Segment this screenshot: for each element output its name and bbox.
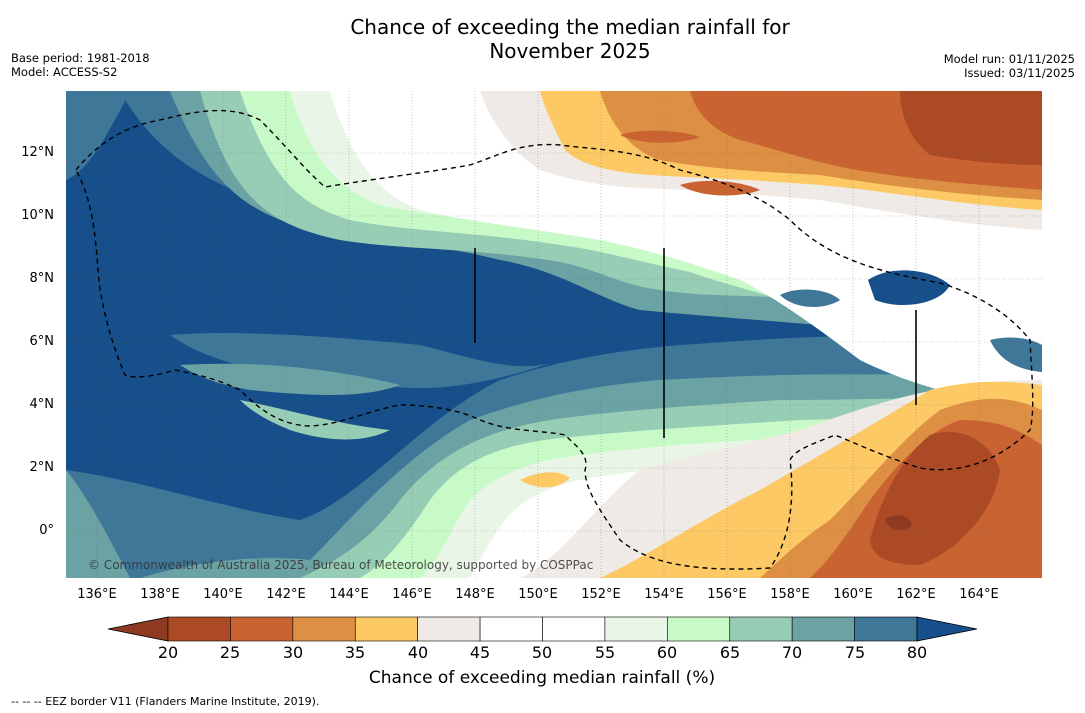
model-name: Model: ACCESS-S2 <box>11 65 118 79</box>
lon-label: 150°E <box>518 587 558 602</box>
lon-label: 154°E <box>644 587 684 602</box>
colorbar-segment <box>354 616 418 642</box>
lon-label: 146°E <box>392 587 432 602</box>
lat-label: 10°N <box>21 208 54 223</box>
colorbar-segment <box>479 616 543 642</box>
lat-label: 6°N <box>29 334 55 349</box>
colorbar-segment <box>854 616 918 642</box>
colorbar-tick-label: 40 <box>407 643 429 662</box>
colorbar-segment <box>417 616 481 642</box>
lon-label: 138°E <box>140 587 180 602</box>
copyright-notice: © Commonwealth of Australia 2025, Bureau… <box>88 558 594 572</box>
colorbar-tick-label: 50 <box>531 643 553 662</box>
map-graticule <box>66 91 1042 578</box>
lon-label: 152°E <box>581 587 621 602</box>
eez-borders <box>75 109 1034 570</box>
lat-label: 2°N <box>29 460 55 475</box>
colorbar-tick-label: 35 <box>344 643 366 662</box>
eez-footnote: -- -- -- EEZ border V11 (Flanders Marine… <box>11 695 320 708</box>
lon-label: 144°E <box>329 587 369 602</box>
lon-label: 164°E <box>959 587 999 602</box>
colorbar-tick-label: 75 <box>844 643 866 662</box>
colorbar-tick-label: 25 <box>219 643 241 662</box>
colorbar-segment <box>542 616 606 642</box>
colorbar-segment <box>292 616 356 642</box>
colorbar-extend-low <box>107 616 169 642</box>
model-run: Model run: 01/11/2025 <box>943 52 1075 66</box>
colorbar-tick-label: 80 <box>906 643 928 662</box>
issued-date: Issued: 03/11/2025 <box>964 66 1075 80</box>
colorbar-tick-label: 55 <box>594 643 616 662</box>
lon-label: 148°E <box>455 587 495 602</box>
map-contours <box>66 91 1042 578</box>
lon-label: 156°E <box>707 587 747 602</box>
colorbar-segment <box>230 616 294 642</box>
colorbar-tick-label: 60 <box>656 643 678 662</box>
lon-label: 160°E <box>833 587 873 602</box>
lat-label: 0° <box>39 523 54 538</box>
lat-label: 4°N <box>29 397 55 412</box>
map-title-line2: November 2025 <box>489 39 651 63</box>
colorbar-segment <box>791 616 855 642</box>
colorbar <box>107 616 978 642</box>
colorbar-tick-label: 65 <box>719 643 741 662</box>
lon-label: 136°E <box>77 587 117 602</box>
colorbar-segment <box>729 616 793 642</box>
colorbar-tick-label: 70 <box>781 643 803 662</box>
map-title-line1: Chance of exceeding the median rainfall … <box>350 15 790 39</box>
lat-label: 8°N <box>29 271 55 286</box>
lon-label: 142°E <box>266 587 306 602</box>
base-period: Base period: 1981-2018 <box>11 51 150 65</box>
colorbar-segment <box>667 616 731 642</box>
zone-lines <box>474 248 917 438</box>
colorbar-segment <box>167 616 231 642</box>
colorbar-segment <box>604 616 668 642</box>
colorbar-tick-label: 20 <box>157 643 179 662</box>
colorbar-tick-label: 45 <box>469 643 491 662</box>
lon-label: 140°E <box>203 587 243 602</box>
lon-label: 158°E <box>770 587 810 602</box>
lon-label: 162°E <box>896 587 936 602</box>
colorbar-extend-high <box>916 616 978 642</box>
lat-label: 12°N <box>21 145 54 160</box>
colorbar-title: Chance of exceeding median rainfall (%) <box>368 668 716 688</box>
colorbar-tick-label: 30 <box>282 643 304 662</box>
